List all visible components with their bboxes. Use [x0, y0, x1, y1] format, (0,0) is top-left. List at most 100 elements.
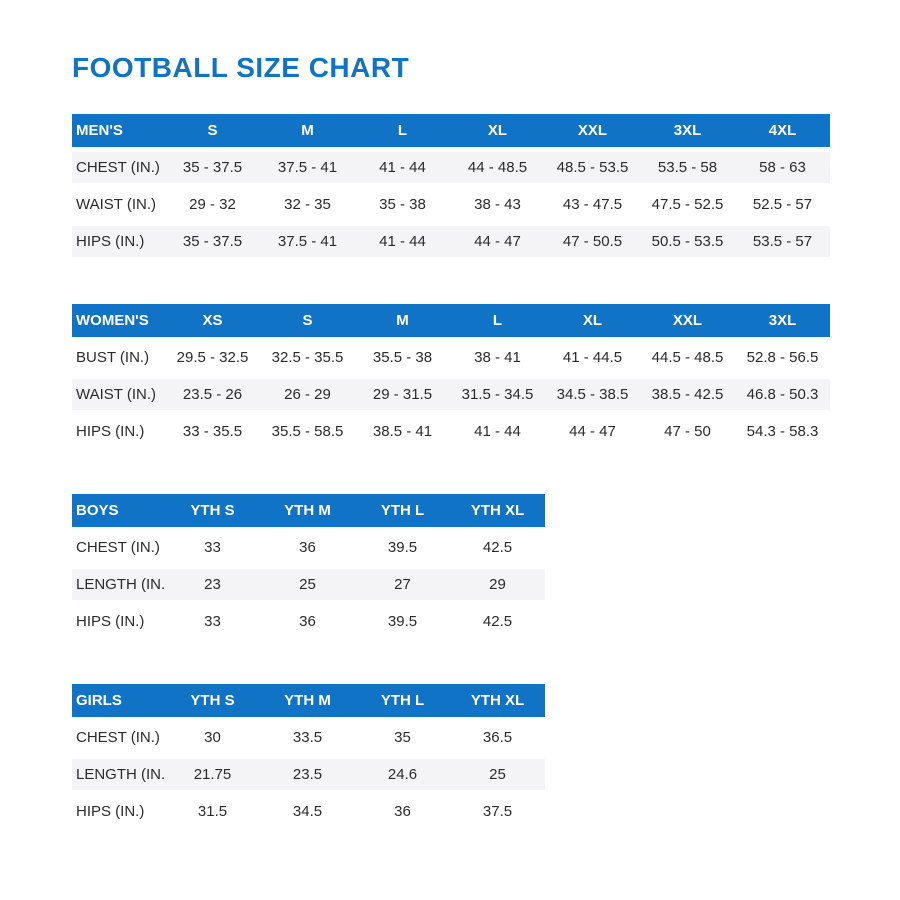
size-value: 35 - 37.5	[182, 159, 243, 176]
table-header-row: BOYS YTH S YTH M YTH L YTH XL	[72, 494, 545, 527]
row-label: HIPS (IN.)	[76, 804, 145, 819]
size-value: 27	[394, 576, 411, 593]
size-value: 38.5 - 42.5	[651, 386, 724, 403]
column-header: YTH M	[284, 692, 331, 709]
size-value: 52.8 - 56.5	[746, 349, 819, 366]
column-header: YTH L	[380, 502, 425, 519]
size-value: 29.5 - 32.5	[176, 349, 249, 366]
size-value: 33	[204, 613, 221, 630]
row-label: WAIST (IN.)	[76, 197, 156, 212]
size-value: 36	[299, 539, 316, 556]
column-header: XXL	[577, 122, 608, 139]
size-value: 36.5	[482, 729, 513, 746]
size-value: 35 - 37.5	[182, 233, 243, 250]
column-header: YTH M	[284, 502, 331, 519]
size-value: 34.5 - 38.5	[556, 386, 629, 403]
size-value: 39.5	[387, 613, 418, 630]
size-value: 23.5	[292, 766, 323, 783]
size-value: 33.5	[292, 729, 323, 746]
size-value: 36	[299, 613, 316, 630]
size-value: 44.5 - 48.5	[651, 349, 724, 366]
table-title: MEN'S	[76, 123, 123, 138]
row-label: CHEST (IN.)	[76, 540, 160, 555]
row-label: LENGTH (IN.)	[76, 577, 165, 592]
size-value: 29 - 32	[189, 196, 236, 213]
size-value: 54.3 - 58.3	[746, 423, 819, 440]
size-value: 39.5	[387, 539, 418, 556]
column-header: M	[396, 312, 409, 329]
table-row: CHEST (IN.) 30 33.5 35 36.5	[72, 722, 545, 753]
column-header: XL	[487, 122, 508, 139]
size-table-boys: BOYS YTH S YTH M YTH L YTH XL CHEST (IN.) 33 36…	[72, 494, 545, 637]
table-row: LENGTH (IN.) 23 25 27 29	[72, 569, 545, 600]
size-value: 31.5	[197, 803, 228, 820]
size-value: 47.5 - 52.5	[651, 196, 724, 213]
size-value: 21.75	[193, 766, 232, 783]
column-header: S	[302, 312, 313, 329]
size-table-womens: WOMEN'S XS S M L XL XXL 3XL BUST (IN.) 29.5 - 32.…	[72, 304, 830, 447]
table-title: GIRLS	[76, 693, 122, 708]
size-value: 30	[204, 729, 221, 746]
table-header-row: GIRLS YTH S YTH M YTH L YTH XL	[72, 684, 545, 717]
size-value: 41 - 44	[474, 423, 521, 440]
table-header-row: WOMEN'S XS S M L XL XXL 3XL	[72, 304, 830, 337]
size-value: 32 - 35	[284, 196, 331, 213]
size-value: 53.5 - 58	[657, 159, 718, 176]
size-value: 58 - 63	[759, 159, 806, 176]
size-value: 37.5 - 41	[277, 159, 338, 176]
column-header: 3XL	[768, 312, 797, 329]
size-value: 35.5 - 38	[372, 349, 433, 366]
size-value: 31.5 - 34.5	[461, 386, 534, 403]
table-title: WOMEN'S	[76, 313, 149, 328]
size-value: 41 - 44	[379, 159, 426, 176]
row-label: CHEST (IN.)	[76, 160, 160, 175]
table-row: HIPS (IN.) 33 - 35.5 35.5 - 58.5 38.5 - 41 4…	[72, 416, 830, 447]
column-header: XS	[202, 312, 223, 329]
size-value: 53.5 - 57	[752, 233, 813, 250]
column-header: 4XL	[768, 122, 797, 139]
size-table-girls: GIRLS YTH S YTH M YTH L YTH XL CHEST (IN.) 30 3…	[72, 684, 545, 827]
column-header: YTH S	[190, 692, 235, 709]
row-label: BUST (IN.)	[76, 350, 150, 365]
size-value: 43 - 47.5	[562, 196, 623, 213]
size-value: 41 - 44.5	[562, 349, 623, 366]
size-value: 35.5 - 58.5	[271, 423, 344, 440]
row-label: HIPS (IN.)	[76, 234, 145, 249]
size-value: 42.5	[482, 539, 513, 556]
size-value: 41 - 44	[379, 233, 426, 250]
table-row: WAIST (IN.) 23.5 - 26 26 - 29 29 - 31.5 31.5…	[72, 379, 830, 410]
size-value: 38 - 43	[474, 196, 521, 213]
table-title: BOYS	[76, 503, 119, 518]
size-value: 23.5 - 26	[182, 386, 243, 403]
column-header: YTH L	[380, 692, 425, 709]
size-value: 38 - 41	[474, 349, 521, 366]
size-value: 26 - 29	[284, 386, 331, 403]
table-row: HIPS (IN.) 31.5 34.5 36 37.5	[72, 796, 545, 827]
table-row: HIPS (IN.) 35 - 37.5 37.5 - 41 41 - 44 44 - …	[72, 226, 830, 257]
size-value: 33	[204, 539, 221, 556]
row-label: HIPS (IN.)	[76, 424, 145, 439]
column-header: YTH S	[190, 502, 235, 519]
size-value: 37.5	[482, 803, 513, 820]
column-header: 3XL	[673, 122, 702, 139]
size-value: 23	[204, 576, 221, 593]
table-row: CHEST (IN.) 35 - 37.5 37.5 - 41 41 - 44 44 -…	[72, 152, 830, 183]
table-row: HIPS (IN.) 33 36 39.5 42.5	[72, 606, 545, 637]
size-value: 46.8 - 50.3	[746, 386, 819, 403]
row-label: HIPS (IN.)	[76, 614, 145, 629]
size-value: 29	[489, 576, 506, 593]
size-value: 25	[299, 576, 316, 593]
column-header: L	[397, 122, 408, 139]
table-header-row: MEN'S S M L XL XXL 3XL 4XL	[72, 114, 830, 147]
size-value: 35 - 38	[379, 196, 426, 213]
size-value: 24.6	[387, 766, 418, 783]
size-value: 37.5 - 41	[277, 233, 338, 250]
row-label: LENGTH (IN.)	[76, 767, 165, 782]
size-value: 25	[489, 766, 506, 783]
column-header: S	[207, 122, 218, 139]
table-row: BUST (IN.) 29.5 - 32.5 32.5 - 35.5 35.5 - 3…	[72, 342, 830, 373]
column-header: YTH XL	[470, 502, 525, 519]
size-value: 44 - 47	[569, 423, 616, 440]
size-value: 47 - 50.5	[562, 233, 623, 250]
size-value: 44 - 47	[474, 233, 521, 250]
